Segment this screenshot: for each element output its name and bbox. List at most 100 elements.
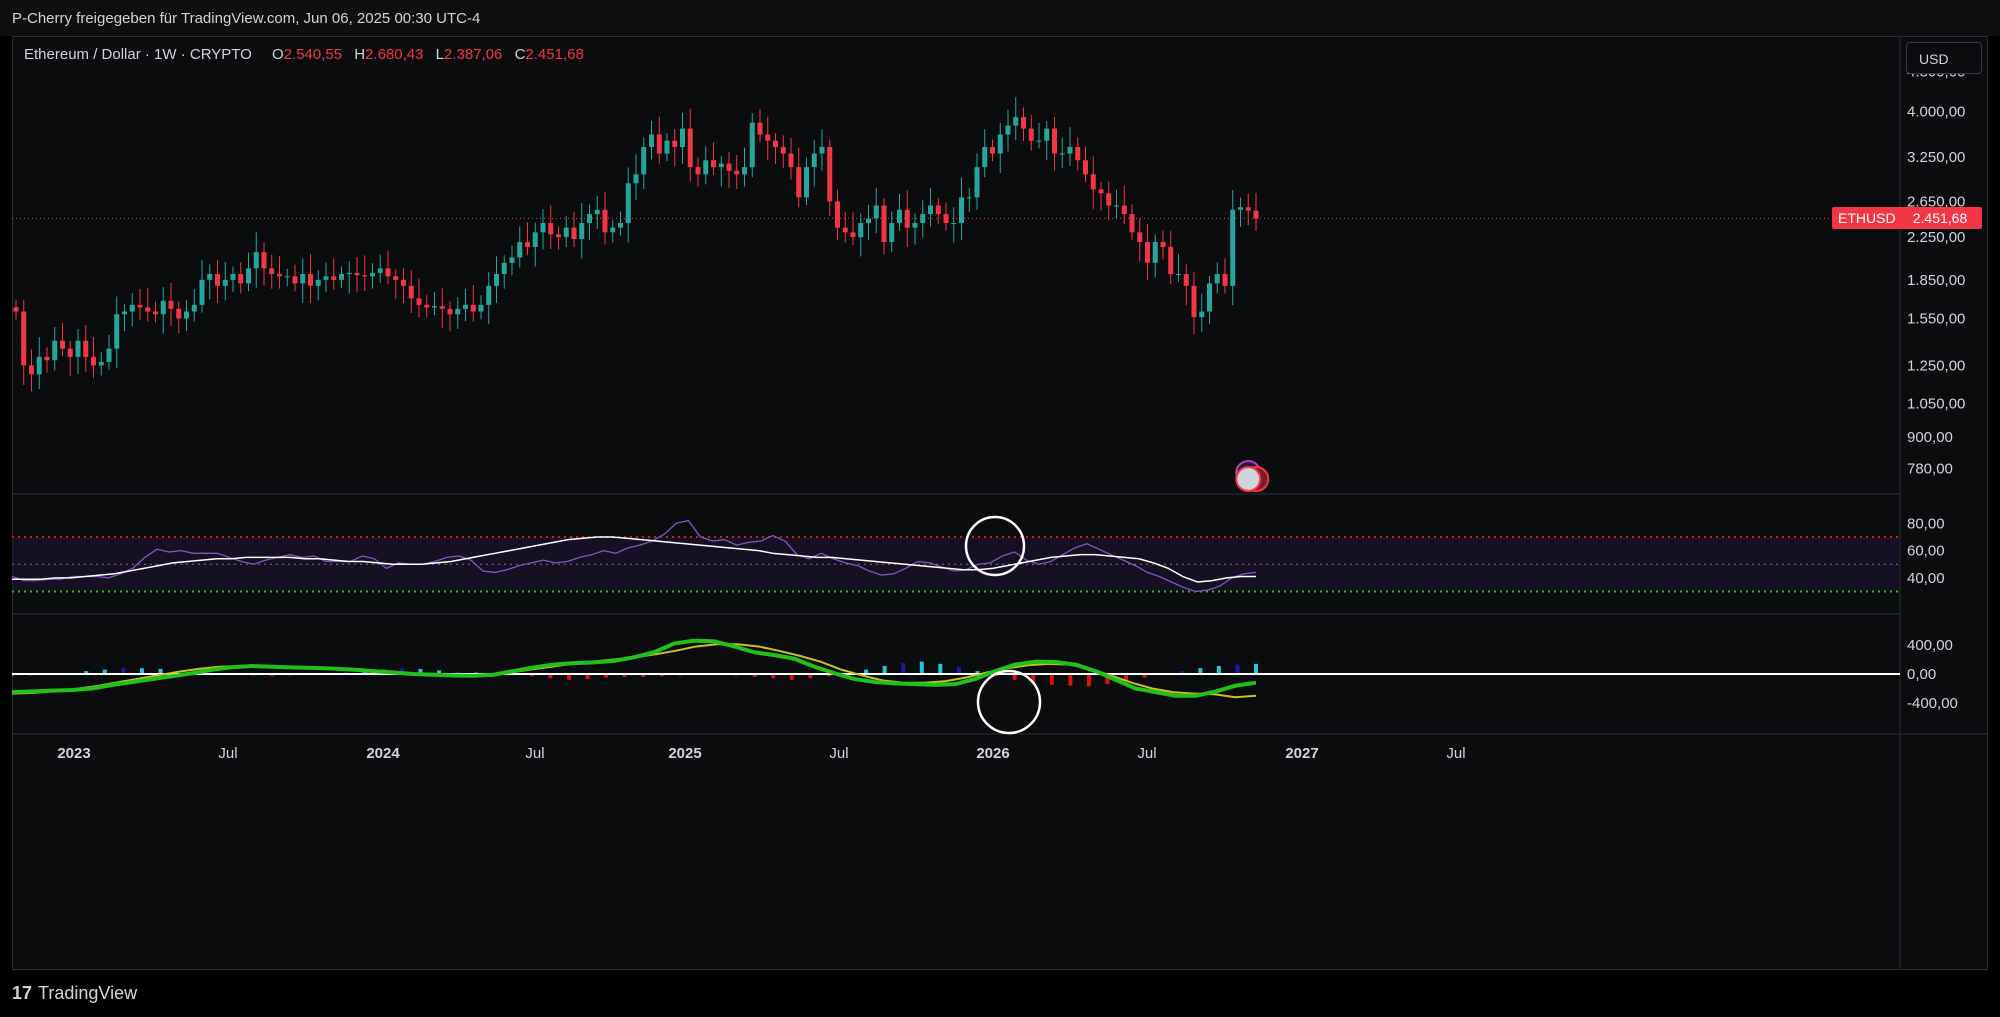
- candle: [122, 311, 127, 315]
- macd-histogram-bar: [362, 671, 367, 674]
- candle: [1238, 207, 1243, 210]
- candle: [191, 304, 197, 312]
- time-tick-label: Jul: [525, 745, 544, 762]
- candle: [486, 285, 492, 305]
- candle: [889, 223, 895, 243]
- currency-selector[interactable]: USD: [1906, 42, 1982, 74]
- candle: [447, 308, 453, 315]
- macd-histogram-bar: [1105, 674, 1110, 685]
- candle: [1168, 247, 1174, 275]
- candle: [990, 146, 995, 154]
- candle: [331, 276, 337, 280]
- macd-histogram-bar: [901, 663, 906, 674]
- macd-histogram-bar: [975, 671, 980, 674]
- macd-histogram-bar: [121, 668, 126, 674]
- price-tick-label: 1.250,00: [1907, 357, 1965, 374]
- macd-histogram-bar: [956, 666, 961, 674]
- macd-histogram-bar: [567, 674, 572, 680]
- candle: [1028, 128, 1034, 141]
- ohlc-legend: Ethereum / Dollar · 1W · CRYPTO O2.540,5…: [24, 46, 584, 63]
- candle: [215, 274, 220, 286]
- macd-histogram-bar: [752, 674, 757, 677]
- macd-histogram-bar: [1031, 674, 1036, 683]
- candle: [1137, 232, 1143, 243]
- rsi-highlight-circle: [964, 515, 1026, 577]
- candle: [153, 311, 158, 315]
- candle: [1106, 193, 1112, 206]
- symbol-title[interactable]: Ethereum / Dollar · 1W · CRYPTO: [24, 46, 252, 63]
- tradingview-footer[interactable]: 17 TradingView: [12, 983, 137, 1004]
- price-tick-label: 780,00: [1907, 460, 1953, 477]
- macd-tick-label: 400,00: [1907, 637, 1953, 654]
- candle: [1114, 205, 1119, 207]
- macd-histogram-bar: [882, 666, 887, 674]
- candle: [277, 274, 282, 277]
- candle: [780, 146, 786, 154]
- macd-histogram-bar: [771, 674, 776, 679]
- flag-icon: [1235, 466, 1270, 492]
- candle: [432, 306, 437, 308]
- candle: [904, 209, 910, 228]
- candle: [416, 298, 422, 305]
- candle: [1207, 283, 1212, 312]
- macd-histogram-bar: [641, 674, 646, 677]
- open-label: O: [272, 46, 284, 63]
- price-tick-label: 1.850,00: [1907, 272, 1965, 289]
- candle: [401, 279, 406, 286]
- candle: [935, 205, 941, 215]
- price-tick-label: 900,00: [1907, 429, 1953, 446]
- candle: [408, 285, 414, 299]
- open-value: 2.540,55: [283, 46, 343, 63]
- candle: [1013, 117, 1019, 126]
- candle: [1222, 274, 1228, 286]
- macd-histogram-bar: [1012, 674, 1017, 680]
- candle: [695, 167, 701, 175]
- candle: [1067, 146, 1073, 154]
- macd-line: [12, 638, 1257, 698]
- macd-histogram-bar: [1235, 664, 1240, 674]
- macd-histogram-bar: [139, 668, 144, 674]
- candle: [556, 234, 561, 238]
- chart-canvas[interactable]: 4.800,004.000,003.250,002.650,002.250,00…: [12, 36, 1988, 970]
- candle: [718, 163, 724, 168]
- macd-histogram-bar: [548, 674, 553, 679]
- chart-frame: [12, 36, 1988, 970]
- candle: [1245, 207, 1251, 211]
- macd-histogram-bar: [938, 663, 943, 674]
- macd-histogram-bar: [344, 671, 349, 674]
- candle: [881, 205, 887, 243]
- candle: [207, 274, 213, 280]
- candle: [261, 252, 267, 269]
- candle: [602, 209, 608, 233]
- candle: [811, 153, 817, 168]
- candle: [819, 146, 825, 154]
- candle: [36, 356, 42, 375]
- rsi-tick-label: 40,00: [1907, 570, 1945, 587]
- macd-histogram-bar: [659, 674, 664, 677]
- candle: [641, 146, 647, 175]
- price-tick-label: 4.000,00: [1907, 104, 1965, 121]
- candle: [532, 232, 538, 248]
- candle: [230, 274, 236, 280]
- candle: [734, 170, 740, 175]
- rsi-ma-line: [12, 536, 1256, 583]
- candle: [1160, 242, 1166, 248]
- candle: [610, 227, 616, 233]
- candle: [625, 183, 631, 224]
- candle: [594, 209, 600, 215]
- candle: [579, 223, 585, 240]
- candle: [67, 348, 73, 357]
- macd-histogram-bar: [1198, 668, 1203, 674]
- macd-histogram-bar: [102, 669, 107, 674]
- candle: [726, 163, 732, 171]
- candle: [1059, 153, 1065, 155]
- candle: [618, 223, 623, 228]
- candle: [455, 308, 461, 315]
- time-tick-label: Jul: [218, 745, 237, 762]
- candle: [796, 167, 802, 198]
- us-flag-icon: [1235, 466, 1262, 492]
- candle: [804, 167, 809, 198]
- candle: [773, 140, 778, 147]
- candle: [83, 340, 89, 357]
- candle: [284, 276, 290, 278]
